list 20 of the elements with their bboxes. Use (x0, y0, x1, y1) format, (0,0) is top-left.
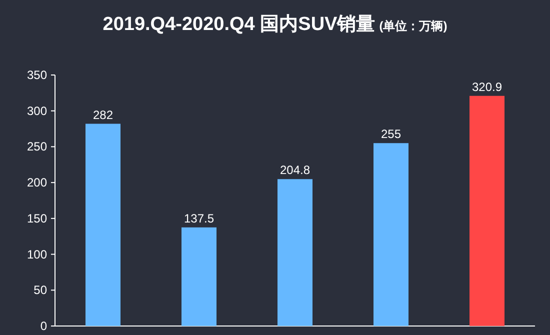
chart-subtitle: (单位：万辆) (379, 19, 448, 33)
y-tick-label: 0 (40, 319, 48, 333)
y-tick-label: 250 (26, 140, 48, 154)
y-tick-label: 350 (26, 68, 48, 82)
data-label: 137.5 (184, 211, 214, 226)
data-label: 204.8 (280, 163, 310, 178)
bar (470, 96, 504, 326)
bar (182, 227, 216, 326)
chart-title: 2019.Q4-2020.Q4 国内SUV销量 (102, 13, 376, 35)
y-tick-label: 50 (34, 283, 48, 298)
y-tick-label: 100 (26, 247, 48, 262)
bar (374, 143, 408, 326)
data-label: 282 (92, 108, 114, 122)
y-tick-label: 300 (26, 104, 48, 118)
data-label: 320.9 (472, 80, 502, 94)
bar (278, 179, 312, 326)
data-label: 255 (380, 127, 402, 142)
bar (86, 124, 120, 326)
y-tick-label: 150 (26, 211, 48, 226)
y-tick-label: 200 (26, 176, 48, 190)
